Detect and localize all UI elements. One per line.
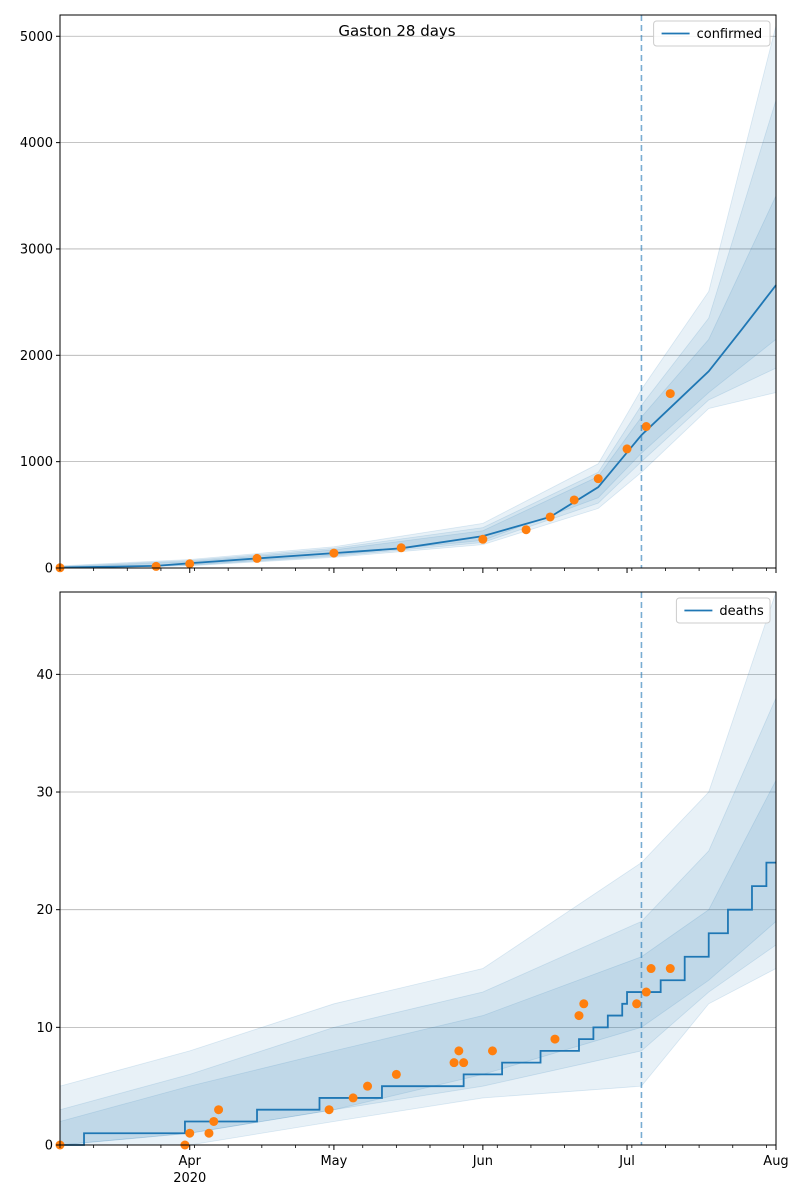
bottom-observed-point [487,1046,497,1056]
bottom-observed-point [579,999,589,1009]
top-observed-point [641,422,651,432]
bottom-observed-point [204,1128,214,1138]
top-axes-frame [59,14,777,569]
bottom-observed-point [185,1128,195,1138]
top-observed-point [151,561,161,571]
bottom-legend: deaths [675,597,771,624]
bottom-observed-point [646,964,656,974]
top-ytick-label: 2000 [20,349,53,364]
top-ytick-label: 4000 [20,136,53,151]
bottom-observed-point [209,1116,219,1126]
top-observed-point [545,512,555,522]
xtick-label-apr: Apr [178,1154,201,1169]
confirmed-chart-panel: 0 1000 2000 3000 4000 5000 confirmed [20,14,777,577]
top-legend-label: confirmed [697,27,763,42]
top-observed-point [622,444,632,454]
bottom-observed-point [459,1058,469,1068]
bottom-observed-point [449,1058,459,1068]
top-band-0 [59,25,777,569]
bottom-axes-frame [59,591,777,1146]
bottom-ytick-label: 20 [36,903,53,918]
top-ytick-label: 1000 [20,455,53,470]
xtick-year-label: 2020 [173,1171,206,1186]
top-observed-point [665,389,675,399]
xtick-label-may: May [320,1154,347,1169]
bottom-observed-point [391,1069,401,1079]
top-observed-point [396,543,406,553]
top-observed-point [185,559,195,569]
top-median-line [59,284,777,569]
top-observed-point [329,548,339,558]
top-observed-point [569,495,579,505]
bottom-observed-point [641,987,651,997]
deaths-chart-panel: 0 10 20 30 40 Apr 2020 May Jun Jul Aug deaths [36,591,789,1186]
bottom-ytick-label: 10 [36,1021,53,1036]
xtick-label-jul: Jul [618,1154,635,1169]
top-ytick-label: 0 [45,562,53,577]
bottom-observed-point [363,1081,373,1091]
bottom-observed-point [324,1105,334,1115]
top-observed-point [593,474,603,484]
bottom-ytick-label: 0 [45,1139,53,1154]
bottom-ytick-label: 30 [36,786,53,801]
bottom-legend-label: deaths [719,604,764,619]
xtick-label-aug: Aug [763,1154,788,1169]
top-observed-point [521,525,531,535]
top-legend-box [653,20,771,47]
top-legend: confirmed [653,20,771,47]
bottom-median-line [60,861,776,1146]
xtick-label-jun: Jun [472,1154,493,1169]
top-band-1 [59,99,777,569]
bottom-legend-box [675,597,771,624]
bottom-observed-point [454,1046,464,1056]
bottom-observed-point [214,1105,224,1115]
bottom-observed-point [665,964,675,974]
top-observed-point [478,534,488,544]
top-ytick-label: 5000 [20,30,53,45]
bottom-observed-point [550,1034,560,1044]
top-observed-point [252,553,262,563]
bottom-observed-point [632,999,642,1009]
bottom-ytick-label: 40 [36,668,53,683]
figure-title: Gaston 28 days [338,22,455,40]
top-ytick-label: 3000 [20,242,53,257]
bottom-observed-point [574,1011,584,1021]
bottom-observed-point [348,1093,358,1103]
